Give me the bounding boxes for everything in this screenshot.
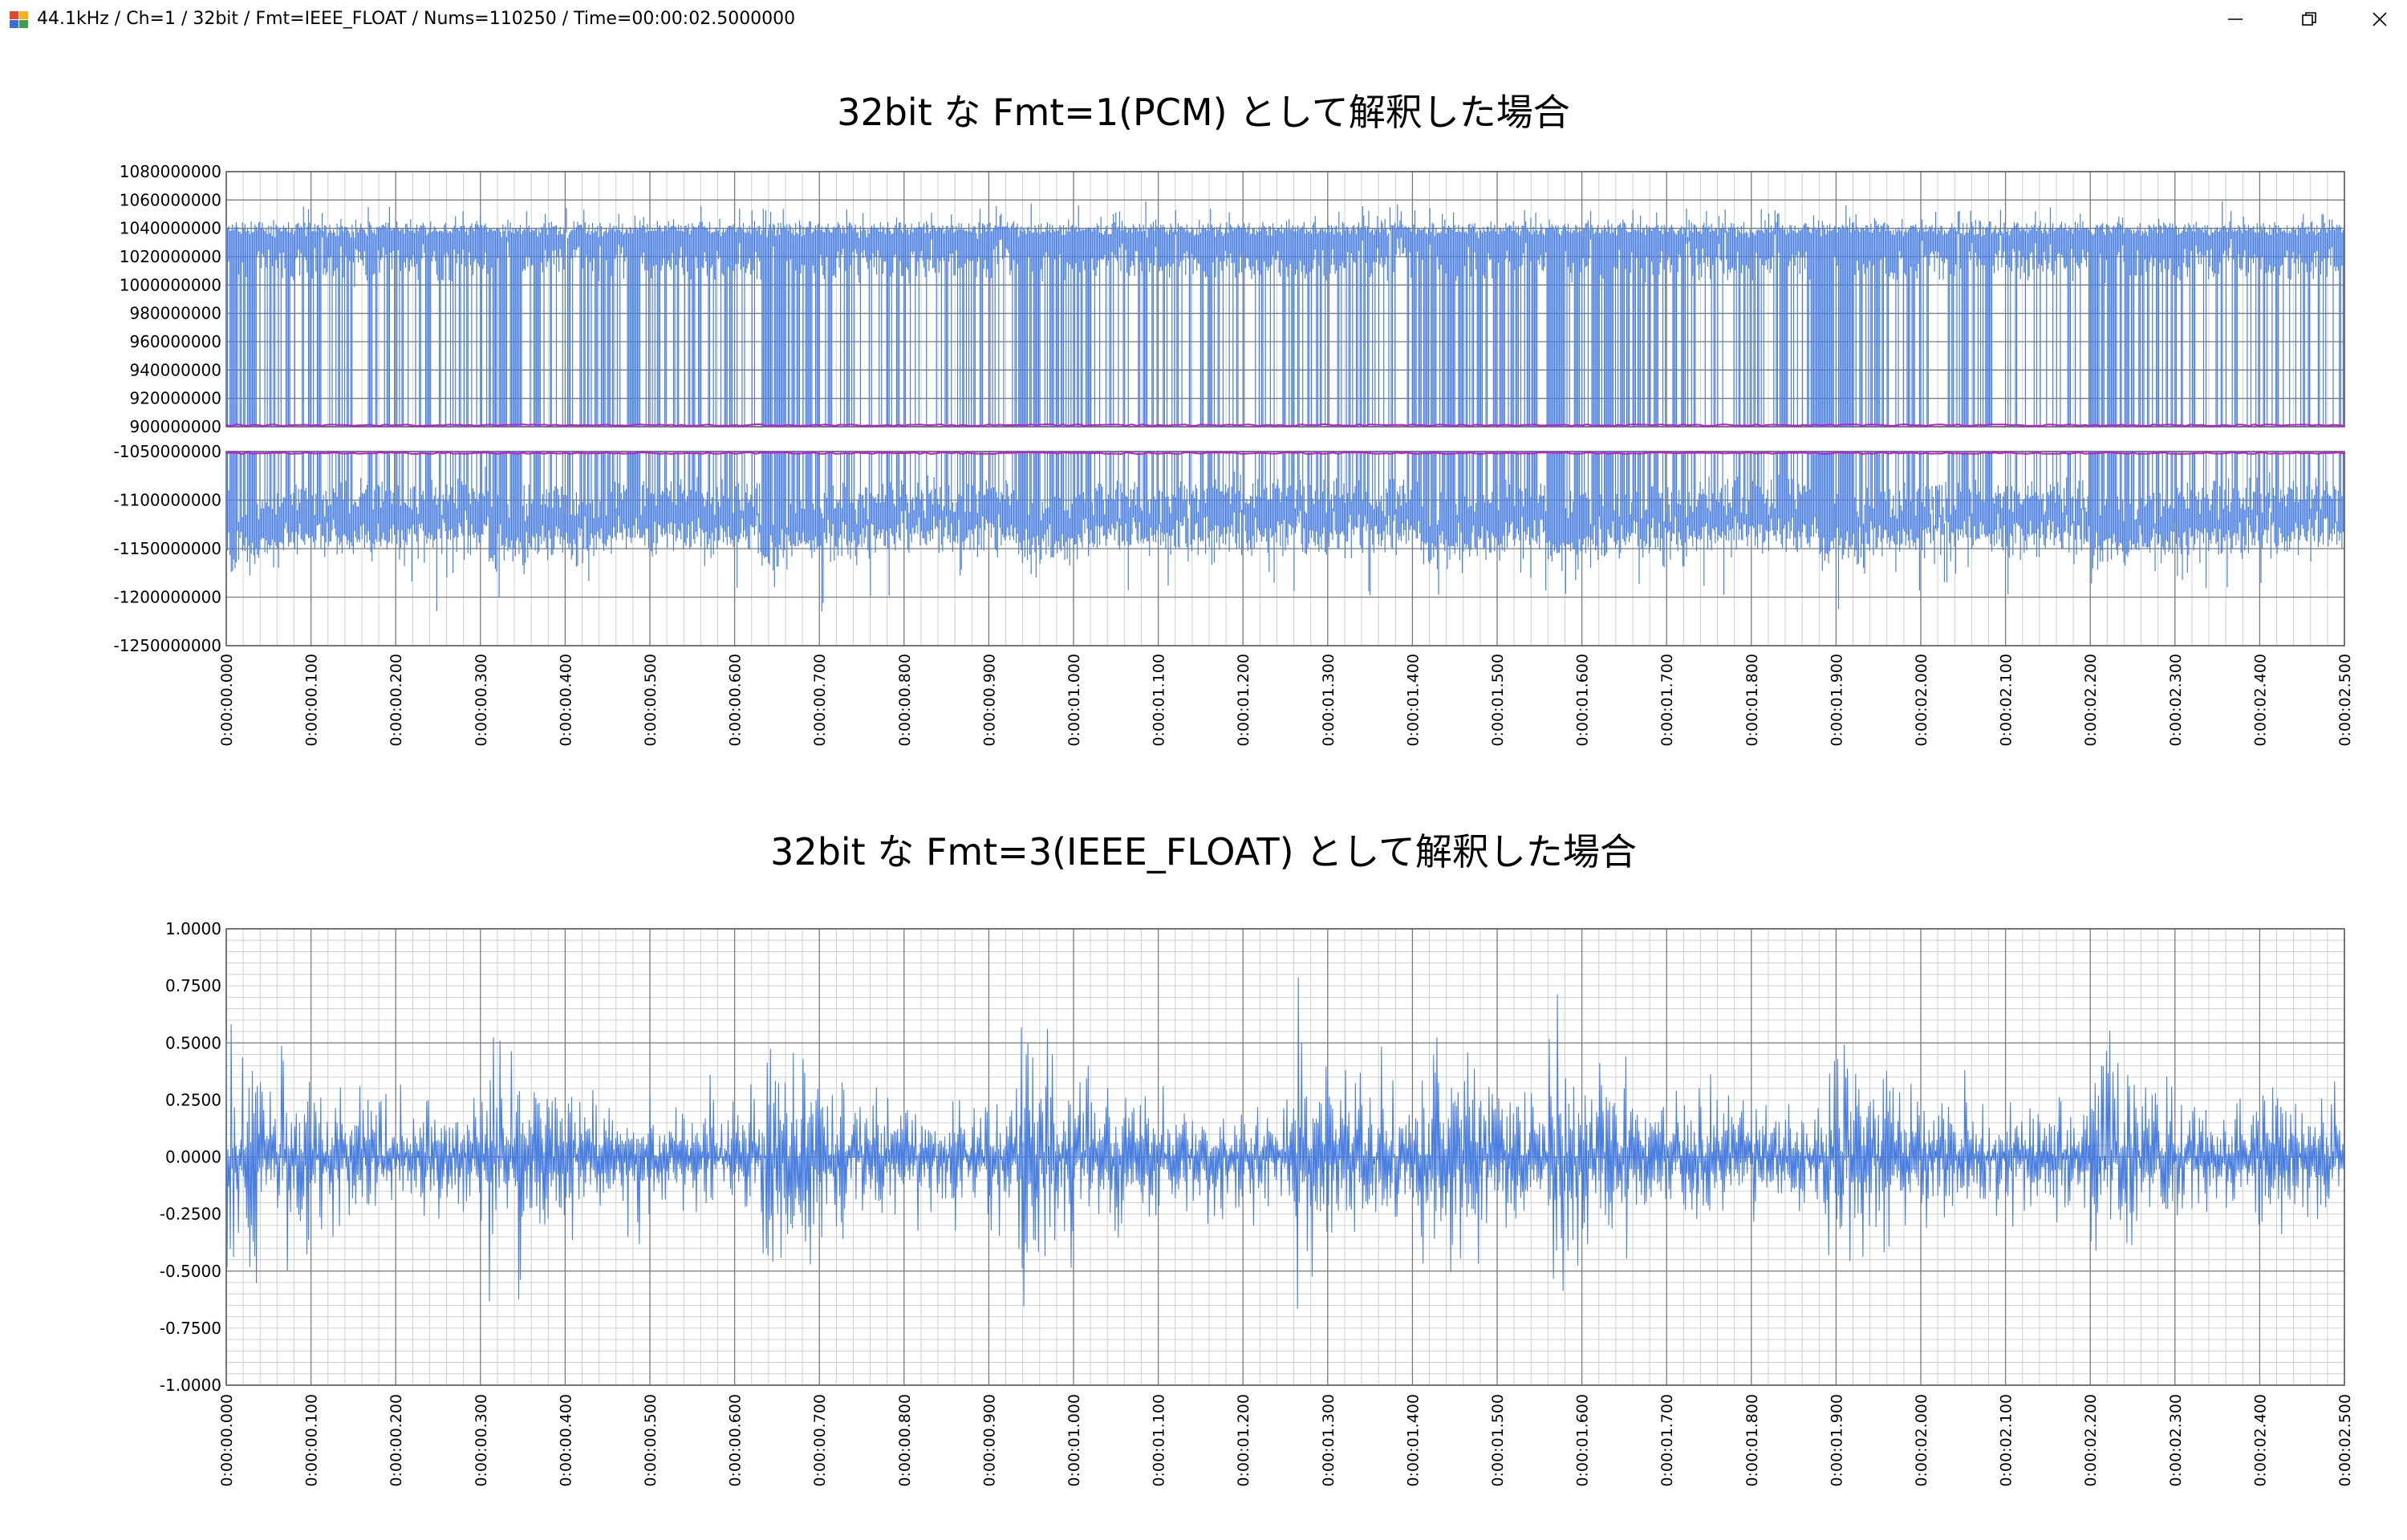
pcm-upper-y-tick-label: 1020000000 [120,247,221,266]
pcm-upper-y-tick-label: 1040000000 [120,219,221,238]
pcm-x-tick-label: 0:00:02.400 [2251,654,2269,747]
close-icon [2372,12,2387,26]
float-y-tick-label: 0.0000 [165,1148,221,1167]
float-x-tick-label: 0:00:02.400 [2251,1394,2269,1487]
float-x-tick-label: 0:00:02.100 [1998,1394,2015,1487]
pcm-x-tick-label: 0:00:02.200 [2082,654,2100,747]
float-x-tick-label: 0:00:00.200 [388,1394,405,1487]
pcm-lower-y-tick-label: -1150000000 [114,539,221,558]
close-button[interactable] [2343,0,2407,38]
pcm-x-tick-label: 0:00:00.500 [642,654,660,747]
pcm-x-tick-label: 0:00:00.200 [388,654,405,747]
pcm-x-tick-label: 0:00:01.300 [1320,654,1337,747]
pcm-x-tick-label: 0:00:01.600 [1574,654,1592,747]
pcm-upper-y-tick-label: 940000000 [129,360,221,379]
float-x-tick-label: 0:00:02.200 [2082,1394,2100,1487]
pcm-x-tick-label: 0:00:01.200 [1235,654,1252,747]
float-y-tick-label: 0.5000 [165,1033,221,1052]
pcm-x-tick-label: 0:00:00.900 [980,654,998,747]
pcm-lower-y-tick-label: -1100000000 [114,491,221,510]
pcm-x-tick-label: 0:00:01.500 [1489,654,1507,747]
restore-button[interactable] [2272,0,2346,38]
pcm-x-tick-label: 0:00:02.100 [1998,654,2015,747]
restore-icon [2302,12,2316,26]
float-x-tick-label: 0:00:00.900 [980,1394,998,1487]
pcm-upper-y-tick-label: 980000000 [129,304,221,323]
pcm-lower-envelope [225,451,2345,456]
pcm-x-tick-label: 0:00:02.500 [2336,654,2354,747]
pcm-x-tick-label: 0:00:01.000 [1065,654,1083,747]
float-x-tick-label: 0:00:01.600 [1574,1394,1592,1487]
float-x-tick-label: 0:00:00.300 [473,1394,490,1487]
float-x-tick-label: 0:00:01.300 [1320,1394,1337,1487]
pcm-upper-y-tick-label: 960000000 [129,332,221,351]
float-x-tick-label: 0:00:00.500 [642,1394,660,1487]
float-x-tick-label: 0:00:00.700 [811,1394,829,1487]
float-y-tick-label: -1.0000 [160,1376,221,1395]
pcm-lower-y-tick-label: -1200000000 [114,588,221,607]
float-x-tick-label: 0:00:02.500 [2336,1394,2354,1487]
pcm-x-tick-label: 0:00:02.300 [2167,654,2185,747]
pcm-x-tick-label: 0:00:00.000 [218,654,236,747]
float-x-tick-label: 0:00:02.300 [2167,1394,2185,1487]
window-titlebar: 44.1kHz / Ch=1 / 32bit / Fmt=IEEE_FLOAT … [0,0,2407,38]
pcm-x-tick-label: 0:00:00.800 [896,654,914,747]
pcm-chart-title: 32bit な Fmt=1(PCM) として解釈した場合 [837,91,1570,134]
pcm-upper-y-tick-label: 1080000000 [120,162,221,181]
pcm-lower-y-tick-label: -1050000000 [114,442,221,461]
float-x-tick-label: 0:00:00.800 [896,1394,914,1487]
pcm-x-tick-label: 0:00:00.400 [557,654,574,747]
float-chart-title: 32bit な Fmt=3(IEEE_FLOAT) として解釈した場合 [770,830,1637,873]
pcm-x-tick-label: 0:00:01.400 [1404,654,1422,747]
float-x-tick-label: 0:00:01.800 [1743,1394,1761,1487]
pcm-upper-y-tick-label: 1000000000 [120,275,221,294]
float-x-tick-label: 0:00:00.400 [557,1394,574,1487]
float-x-tick-label: 0:00:01.100 [1151,1394,1168,1487]
pcm-upper-envelope [225,423,2345,428]
pcm-x-tick-label: 0:00:00.700 [811,654,829,747]
float-x-tick-label: 0:00:01.400 [1404,1394,1422,1487]
float-x-tick-label: 0:00:01.700 [1658,1394,1676,1487]
float-x-tick-label: 0:00:00.600 [727,1394,745,1487]
float-y-tick-label: -0.7500 [160,1319,221,1338]
app-icon [10,11,28,28]
pcm-lower-y-tick-label: -1250000000 [114,636,221,655]
float-x-tick-label: 0:00:01.000 [1065,1394,1083,1487]
float-waveform [225,977,2344,1309]
pcm-upper-y-tick-label: 1060000000 [120,190,221,209]
pcm-lower-waveform [225,452,2344,612]
float-x-tick-label: 0:00:01.200 [1235,1394,1252,1487]
pcm-x-tick-label: 0:00:01.900 [1828,654,1845,747]
pcm-x-tick-label: 0:00:00.600 [727,654,745,747]
float-x-tick-label: 0:00:02.000 [1913,1394,1930,1487]
float-x-tick-label: 0:00:00.100 [303,1394,321,1487]
minimize-button[interactable] [2198,0,2272,38]
pcm-upper-waveform [225,201,2344,427]
float-y-tick-label: 1.0000 [165,919,221,938]
float-x-tick-label: 0:00:01.500 [1489,1394,1507,1487]
float-x-tick-label: 0:00:01.900 [1828,1394,1845,1487]
float-y-tick-label: 0.7500 [165,976,221,995]
pcm-x-tick-label: 0:00:01.800 [1743,654,1761,747]
float-y-tick-label: 0.2500 [165,1090,221,1109]
float-y-tick-label: -0.5000 [160,1262,221,1281]
pcm-x-tick-label: 0:00:00.100 [303,654,321,747]
float-x-tick-label: 0:00:00.000 [218,1394,236,1487]
float-y-tick-label: -0.2500 [160,1205,221,1224]
pcm-upper-y-tick-label: 900000000 [129,417,221,436]
window-title: 44.1kHz / Ch=1 / 32bit / Fmt=IEEE_FLOAT … [37,9,796,29]
pcm-x-tick-label: 0:00:00.300 [473,654,490,747]
pcm-upper-y-tick-label: 920000000 [129,389,221,408]
minimize-icon [2228,18,2243,20]
pcm-x-tick-label: 0:00:02.000 [1913,654,1930,747]
pcm-x-tick-label: 0:00:01.100 [1151,654,1168,747]
pcm-x-tick-label: 0:00:01.700 [1658,654,1676,747]
